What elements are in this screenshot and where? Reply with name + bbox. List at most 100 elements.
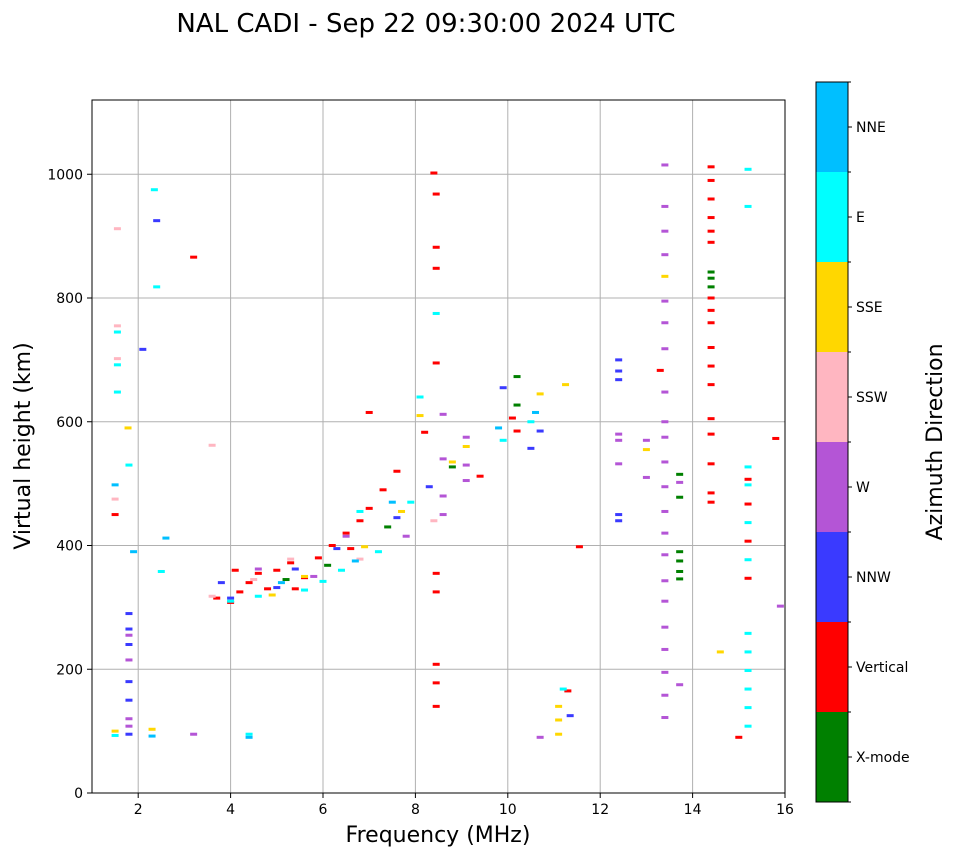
data-point-vertical (707, 165, 715, 169)
x-tick-label: 16 (776, 802, 794, 818)
data-point-vertical (432, 704, 440, 708)
data-point-vertical (564, 689, 572, 693)
data-point-w (125, 633, 133, 637)
data-point-ssw (208, 594, 216, 598)
data-point-w (462, 479, 470, 483)
y-axis-label: Virtual height (km) (11, 342, 36, 549)
data-point-vertical (707, 500, 715, 504)
data-point-vertical (213, 596, 221, 600)
data-point-w (190, 732, 198, 736)
data-point-vertical (287, 561, 295, 565)
data-point-vertical (356, 519, 364, 523)
data-point-nne (148, 734, 156, 738)
data-point-e (337, 568, 345, 572)
data-point-x-mode (707, 276, 715, 280)
data-point-nnw (615, 369, 623, 373)
data-point-w (676, 683, 684, 687)
data-point-sse (124, 426, 132, 430)
data-point-nnw (615, 358, 623, 362)
data-point-w (439, 513, 447, 517)
data-point-e (356, 509, 364, 513)
data-point-nnw (527, 446, 535, 450)
data-point-vertical (328, 544, 336, 547)
data-point-nne (532, 410, 540, 414)
colorbar-tick-label: E (856, 210, 865, 226)
data-point-w (661, 420, 669, 424)
data-point-nne (245, 735, 253, 739)
data-point-vertical (707, 178, 715, 182)
x-tick-label: 10 (499, 802, 517, 818)
colorbar-swatch (816, 82, 848, 172)
data-point-vertical (365, 506, 373, 510)
data-point-e (527, 420, 535, 424)
data-point-vertical (314, 556, 322, 560)
data-point-w (661, 647, 669, 651)
data-point-sse (361, 545, 369, 549)
data-point-e (744, 668, 752, 672)
data-point-vertical (432, 361, 440, 365)
data-point-w (661, 347, 669, 351)
data-point-w (661, 299, 669, 303)
data-point-e (744, 687, 752, 691)
data-point-nnw (566, 714, 574, 718)
colorbar-tick-label: NNE (856, 120, 886, 136)
data-point-vertical (707, 346, 715, 349)
data-point-vertical (432, 590, 440, 594)
data-point-x-mode (676, 559, 684, 563)
data-point-vertical (432, 662, 440, 666)
data-point-e (744, 650, 752, 654)
plot-frame (91, 99, 786, 794)
data-point-e (254, 594, 262, 598)
data-point-x-mode (384, 525, 392, 529)
plot-area: 2 4 6 8 10 12 14 16 0 200 400 600 800 1000 (47, 99, 794, 818)
data-point-w (254, 567, 262, 571)
x-axis: 2 4 6 8 10 12 14 16 (134, 793, 794, 818)
data-point-vertical (347, 547, 355, 551)
data-point-e (301, 588, 309, 592)
data-point-vertical (707, 197, 715, 201)
data-point-vertical (656, 368, 664, 372)
data-point-nnw (333, 547, 341, 551)
data-point-ssw (356, 557, 364, 561)
data-point-w (661, 229, 669, 233)
data-point-nnw (615, 519, 623, 523)
data-point-x-mode (707, 285, 715, 289)
data-point-nnw (291, 567, 299, 571)
data-point-vertical (707, 364, 715, 368)
y-tick-label: 1000 (47, 167, 83, 183)
data-point-nne (277, 581, 285, 585)
data-point-vertical (291, 587, 299, 591)
data-point-vertical (476, 474, 484, 478)
data-point-x-mode (676, 577, 684, 581)
data-point-sse (716, 650, 724, 654)
data-point-w (615, 432, 623, 436)
data-point-w (661, 625, 669, 629)
data-point-e (744, 706, 752, 710)
data-point-x-mode (676, 569, 684, 573)
colorbar-swatch (816, 532, 848, 622)
data-point-vertical (513, 429, 521, 433)
data-point-nnw (615, 513, 623, 517)
plot-background (92, 100, 785, 793)
data-point-e (744, 204, 752, 208)
data-point-w (661, 509, 669, 513)
data-point-e (744, 465, 752, 469)
chart-title: NAL CADI - Sep 22 09:30:00 2024 UTC (176, 9, 675, 39)
x-tick-label: 8 (411, 802, 420, 818)
data-point-vertical (430, 171, 438, 175)
data-point-sse (555, 704, 563, 708)
data-point-e (499, 438, 507, 442)
data-point-e (245, 732, 253, 736)
data-point-nnw (499, 386, 507, 390)
data-point-vertical (379, 488, 387, 492)
colorbar-tick-label: W (856, 480, 870, 496)
data-point-e (113, 390, 121, 394)
data-marks (111, 163, 784, 739)
data-point-sse (398, 509, 406, 513)
data-point-w (661, 321, 669, 325)
data-point-nnw (227, 596, 235, 600)
data-point-vertical (707, 491, 715, 495)
data-point-w (776, 604, 784, 608)
data-point-vertical (744, 502, 752, 506)
data-point-x-mode (707, 270, 715, 274)
